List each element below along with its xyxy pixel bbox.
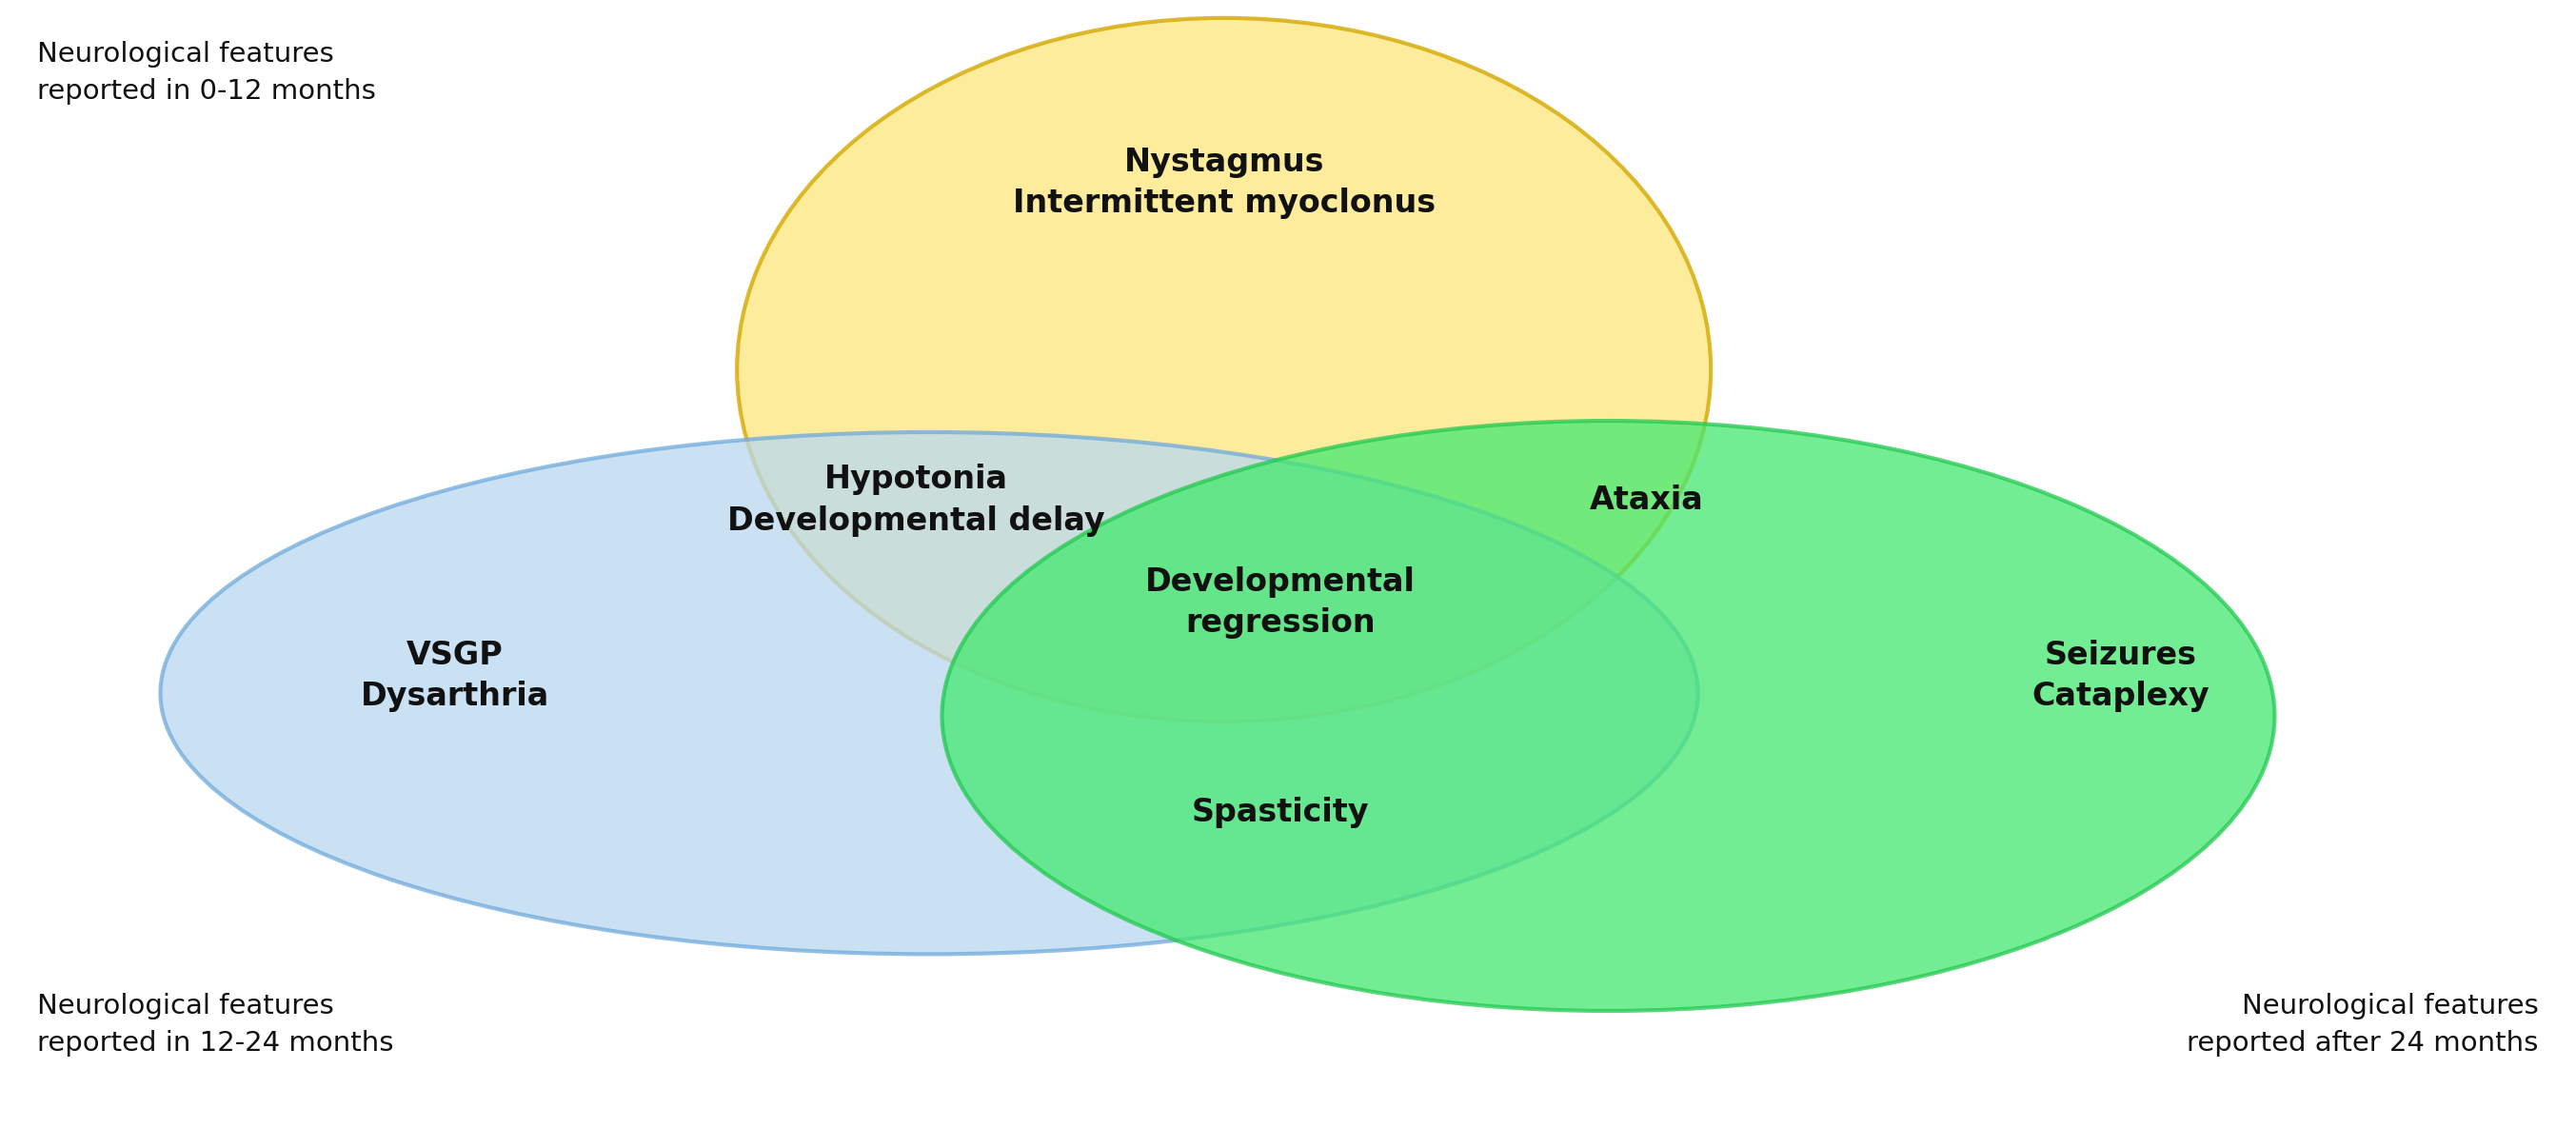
Ellipse shape: [737, 18, 1710, 722]
Ellipse shape: [943, 421, 2275, 1011]
Text: Neurological features
reported after 24 months: Neurological features reported after 24 …: [2187, 993, 2537, 1056]
Text: Ataxia: Ataxia: [1589, 484, 1703, 515]
Text: Developmental
regression: Developmental regression: [1146, 566, 1414, 638]
Ellipse shape: [160, 432, 1698, 954]
Text: Spasticity: Spasticity: [1193, 797, 1368, 828]
Text: Nystagmus
Intermittent myoclonus: Nystagmus Intermittent myoclonus: [1012, 146, 1435, 219]
Text: Neurological features
reported in 12-24 months: Neurological features reported in 12-24 …: [39, 993, 394, 1056]
Text: Neurological features
reported in 0-12 months: Neurological features reported in 0-12 m…: [39, 40, 376, 104]
Text: Hypotonia
Developmental delay: Hypotonia Developmental delay: [726, 464, 1105, 536]
Text: VSGP
Dysarthria: VSGP Dysarthria: [361, 639, 549, 713]
Text: Seizures
Cataplexy: Seizures Cataplexy: [2032, 639, 2210, 713]
